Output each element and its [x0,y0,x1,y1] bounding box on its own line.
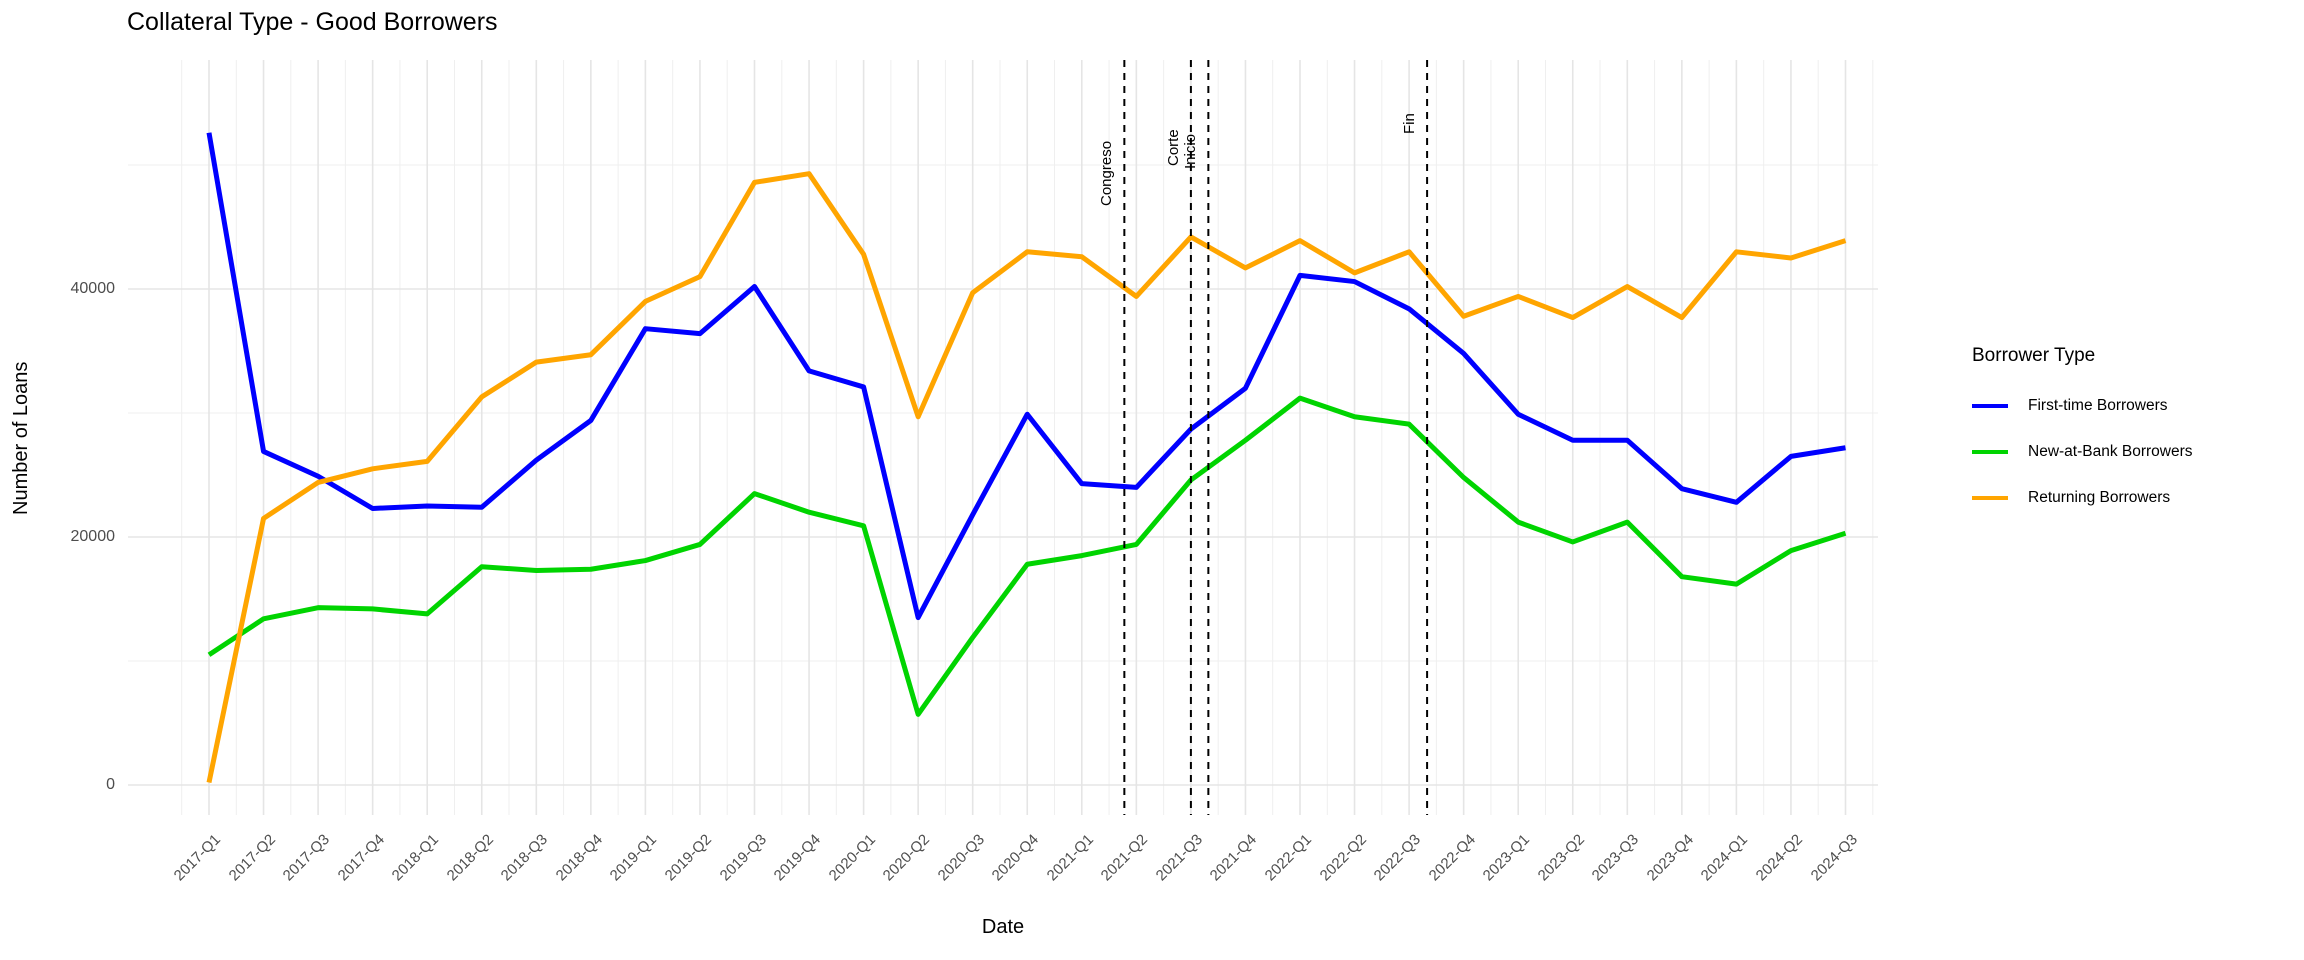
legend-item-label: First-time Borrowers [2028,397,2168,414]
legend-item-label: New-at-Bank Borrowers [2028,443,2193,460]
event-label-congreso: Congreso [1098,140,1116,206]
chart-title: Collateral Type - Good Borrowers [127,8,498,36]
series-line-new-at-bank-borrowers [207,395,1847,717]
legend-key-line [1972,403,2008,409]
legend: Borrower Type First-time Borrowers New-at… [1972,345,2193,529]
series-line-first-time-borrowers [206,132,1846,621]
y-tick-label-0: 0 [106,776,115,793]
x-axis-title: Date [981,916,1025,938]
legend-item-first-time-borrowers: First-time Borrowers [1972,391,2193,421]
legend-items: First-time Borrowers New-at-Bank Borrower… [1972,391,2193,513]
y-axis-title: Number of Loans [10,361,32,515]
event-label-fin: Fin [1401,113,1419,134]
legend-key-line [1972,449,2008,455]
legend-key-line [1972,495,2008,501]
legend-item-new-at-bank-borrowers: New-at-Bank Borrowers [1972,437,2193,467]
event-label-inicio: Inicio [1182,133,1200,169]
y-tick-label-20000: 20000 [70,528,116,545]
legend-item-label: Returning Borrowers [2028,489,2171,506]
y-tick-label-40000: 40000 [70,280,116,297]
legend-title: Borrower Type [1972,345,2096,366]
series-line-returning-borrowers [206,171,1847,784]
legend-item-returning-borrowers: Returning Borrowers [1972,483,2193,513]
